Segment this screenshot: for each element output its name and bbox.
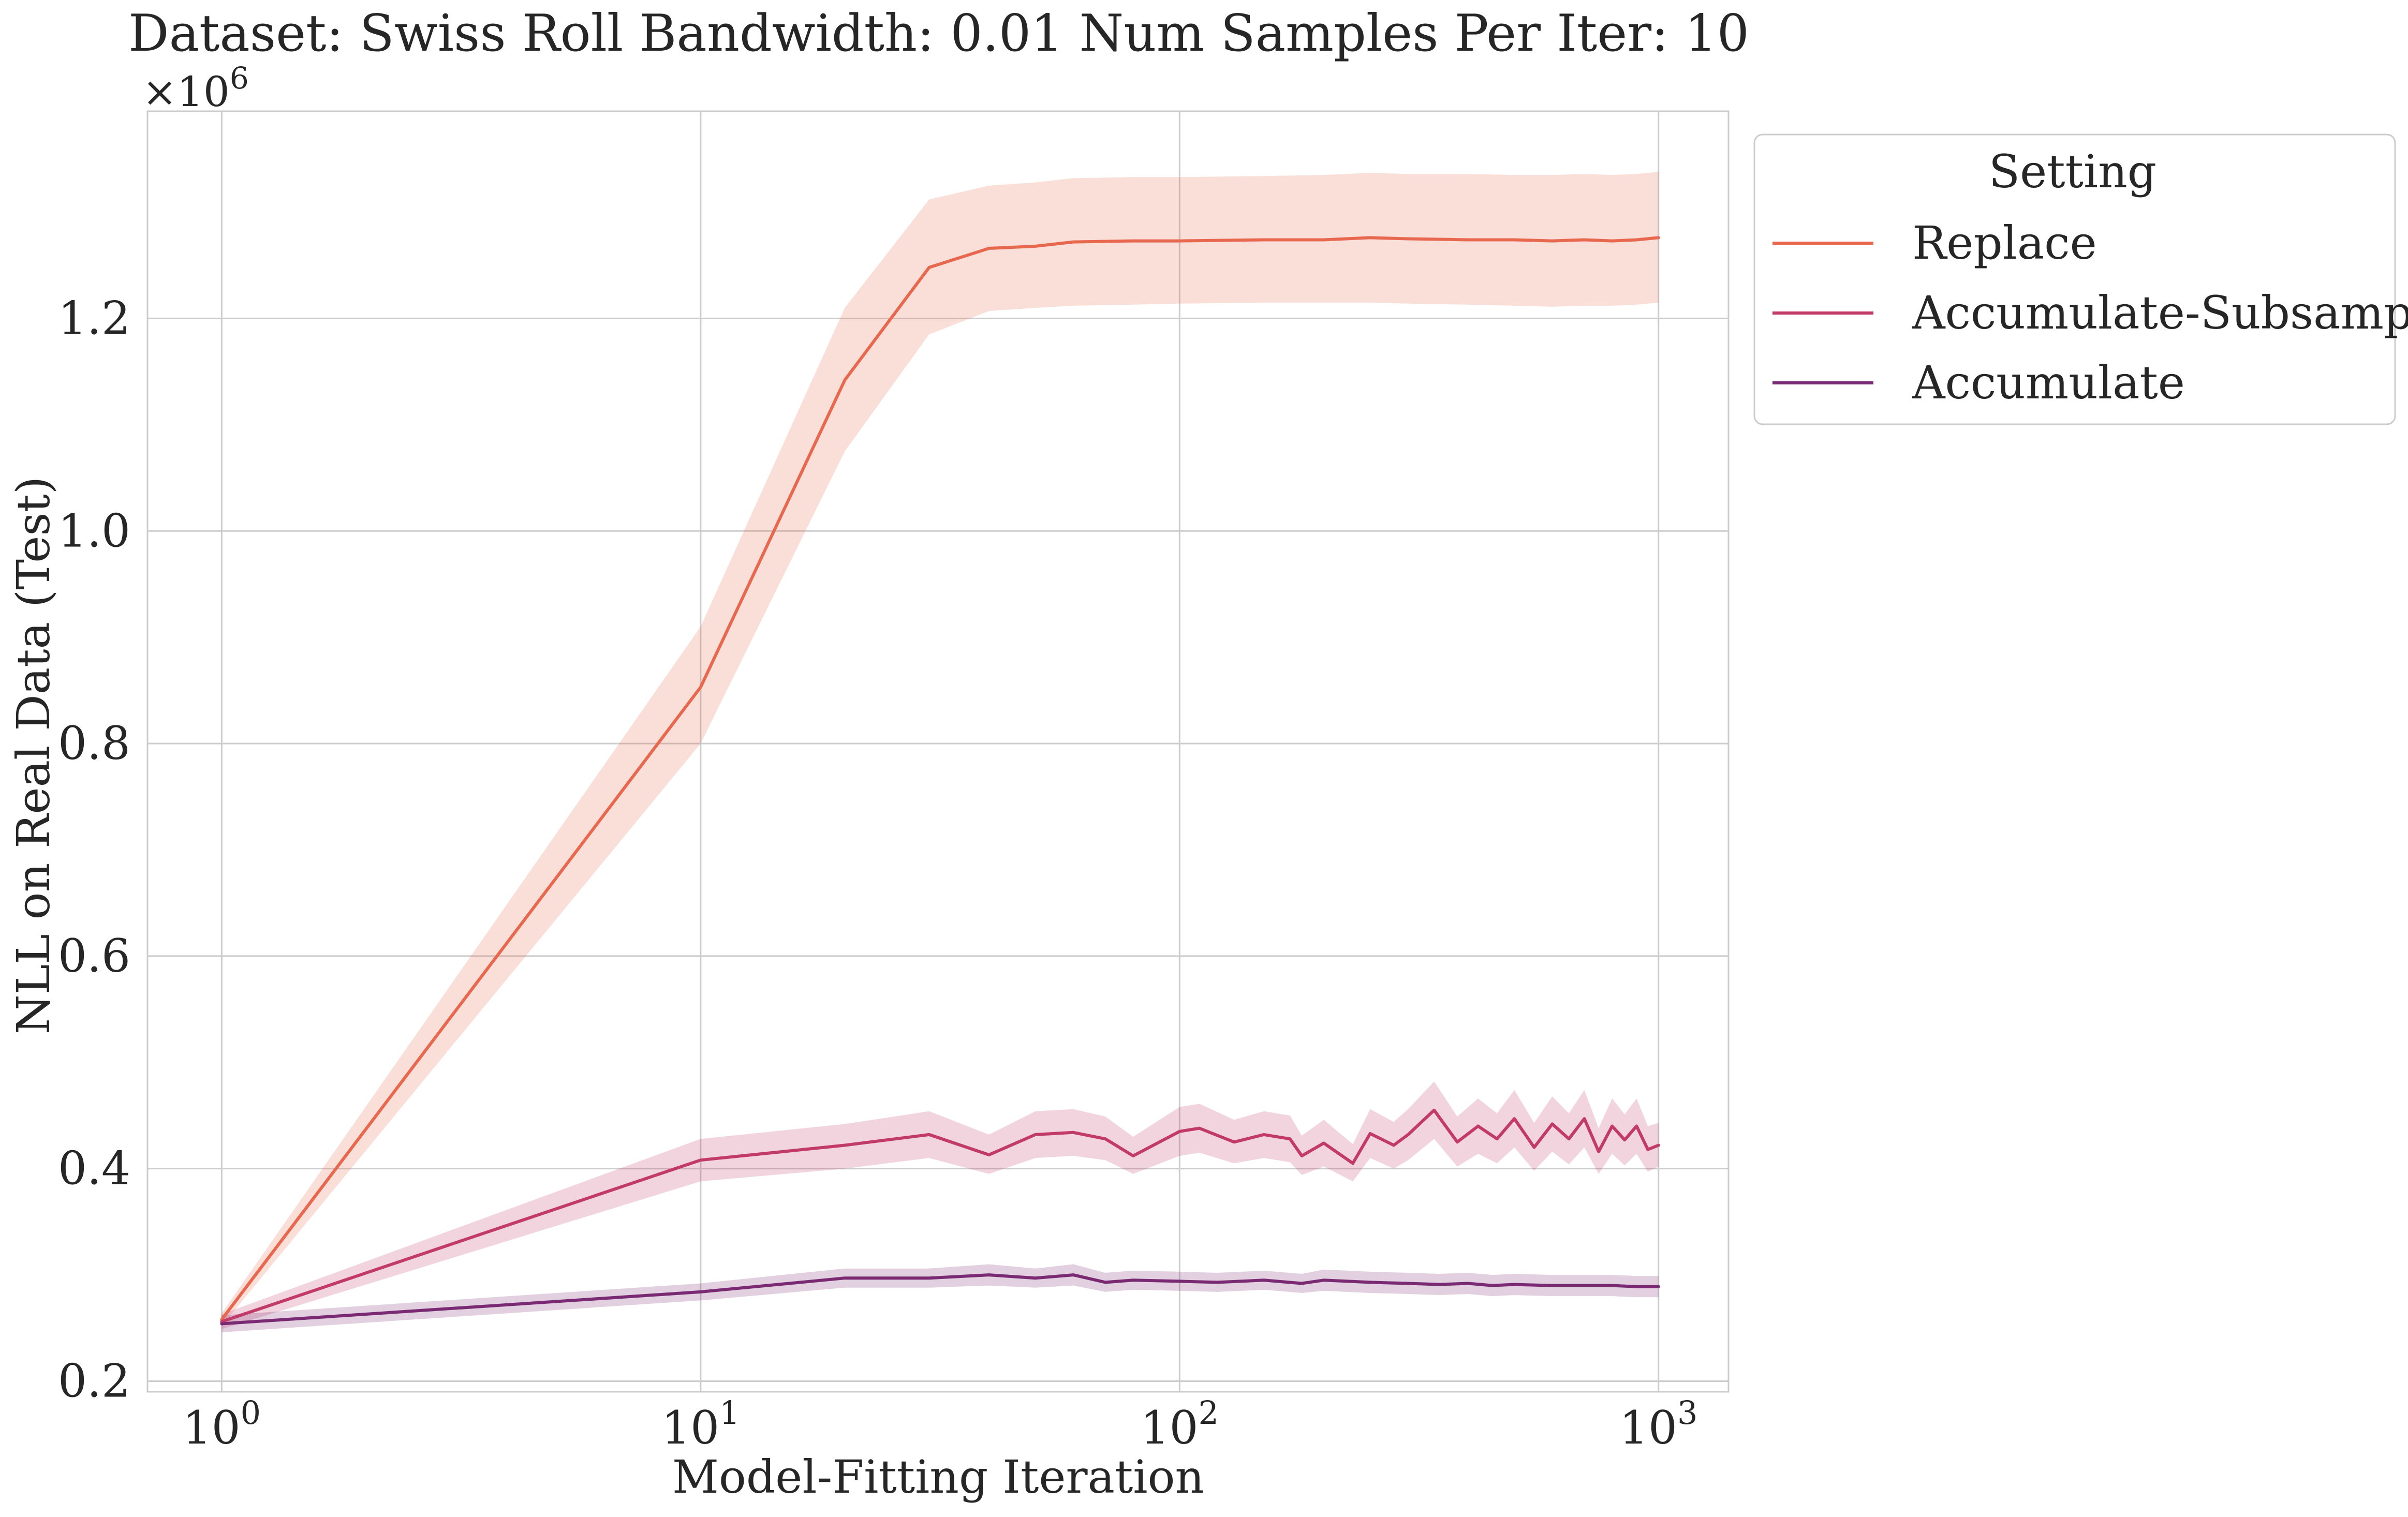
legend-title: Setting [1989,145,2156,198]
y-tick-label: 1.2 [58,292,130,345]
x-tick-label: 100 [183,1394,261,1454]
legend-label: Replace [1912,216,2097,270]
legend-entry-accumulate-subsample: Accumulate-Subsample [1772,286,2408,339]
band-accumulate [221,1264,1659,1332]
y-tick-label: 0.4 [58,1142,130,1195]
confidence-bands [221,172,1659,1332]
y-offset-exponent: 6 [230,61,249,96]
x-tick-label: 101 [661,1394,740,1454]
legend-label: Accumulate-Subsample [1912,286,2408,339]
x-tick-labels: 100 101 102 103 [183,1394,1698,1454]
y-tick-label: 0.2 [58,1354,130,1407]
x-axis-label: Model-Fitting Iteration [672,1450,1204,1504]
legend-entry-replace: Replace [1772,216,2097,270]
band-replace [221,172,1659,1326]
legend-entry-accumulate: Accumulate [1772,356,2185,409]
legend-entries: Replace Accumulate-Subsample Accumulate [1772,216,2408,409]
y-tick-label: 0.8 [58,717,130,770]
chart-title: Dataset: Swiss Roll Bandwidth: 0.01 Num … [128,4,1749,63]
legend-box [1753,133,2396,425]
series-lines [220,236,1660,1326]
legend-label: Accumulate [1912,356,2185,409]
legend: Setting Replace Accumulate-Subsample Accum… [1753,133,2408,425]
y-offset-label: ×106 [142,61,249,116]
line-accumulate [220,1273,1660,1326]
x-tick-label: 103 [1619,1394,1697,1454]
y-tick-labels: 0.2 0.4 0.6 0.8 1.0 1.2 [58,292,130,1408]
grid-lines [147,111,1729,1392]
x-tick-label: 102 [1141,1394,1219,1454]
y-tick-label: 0.6 [58,929,130,983]
line-accumulate-subsample [220,1108,1660,1323]
plot-frame [146,110,1730,1393]
band-accumulate-subsample [221,1081,1659,1329]
y-tick-label: 1.0 [58,504,130,557]
line-replace [220,236,1660,1321]
y-axis-label: NLL on Real Data (Test) [7,477,60,1034]
